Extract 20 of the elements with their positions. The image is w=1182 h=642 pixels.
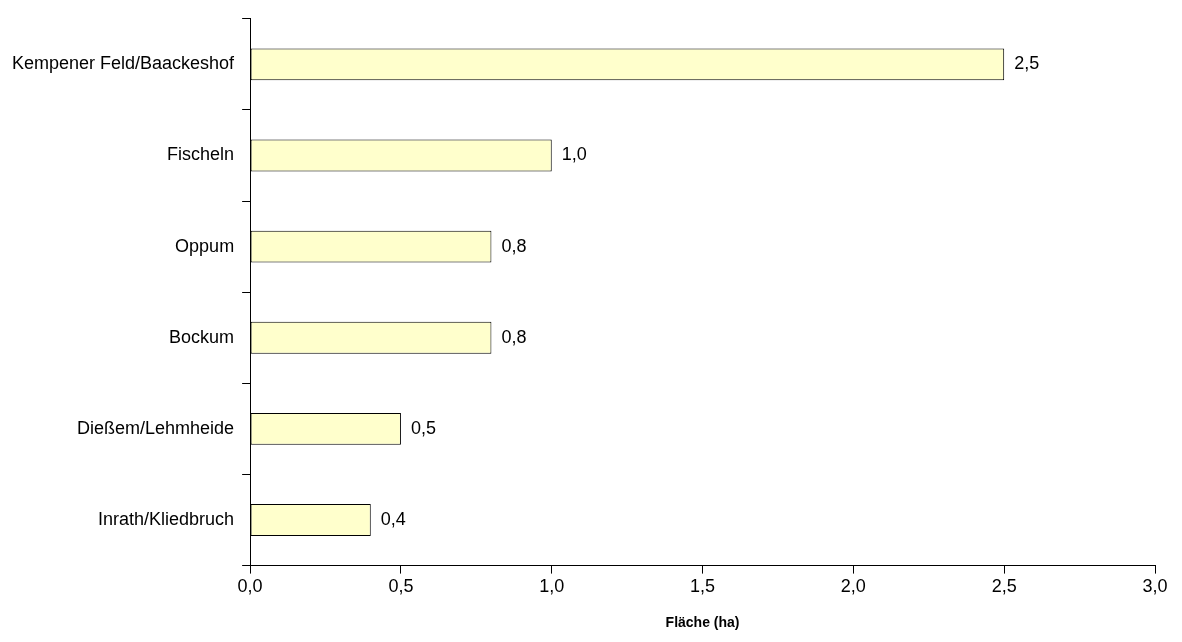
data-label: 0,8 bbox=[501, 326, 527, 347]
data-label: 0,4 bbox=[380, 509, 406, 529]
x-tick-label: 1,5 bbox=[690, 576, 716, 597]
data-label: 2,5 bbox=[1014, 53, 1040, 74]
y-tick-label: Inrath/Kliedbruch bbox=[98, 509, 235, 529]
y-tick-label: Oppum bbox=[175, 235, 235, 256]
x-tick-label: 1,0 bbox=[539, 576, 565, 597]
x-tick-label: 3,0 bbox=[1142, 576, 1168, 597]
x-tick-label: 0,5 bbox=[388, 576, 414, 597]
data-label: 0,5 bbox=[410, 417, 436, 438]
y-tick-label: Bockum bbox=[169, 326, 235, 347]
x-tick-label: 2,0 bbox=[840, 576, 866, 597]
data-label: 1,0 bbox=[561, 144, 587, 165]
x-axis-title: Fläche (ha) bbox=[665, 614, 740, 631]
x-tick-label: 0,0 bbox=[237, 576, 263, 597]
data-label: 0,8 bbox=[501, 235, 527, 256]
y-tick-label: Dießem/Lehmheide bbox=[77, 417, 235, 438]
x-tick-label: 2,5 bbox=[991, 576, 1017, 597]
y-tick-label: Fischeln bbox=[167, 144, 235, 165]
y-tick-label: Kempener Feld/Baackeshof bbox=[11, 53, 236, 74]
